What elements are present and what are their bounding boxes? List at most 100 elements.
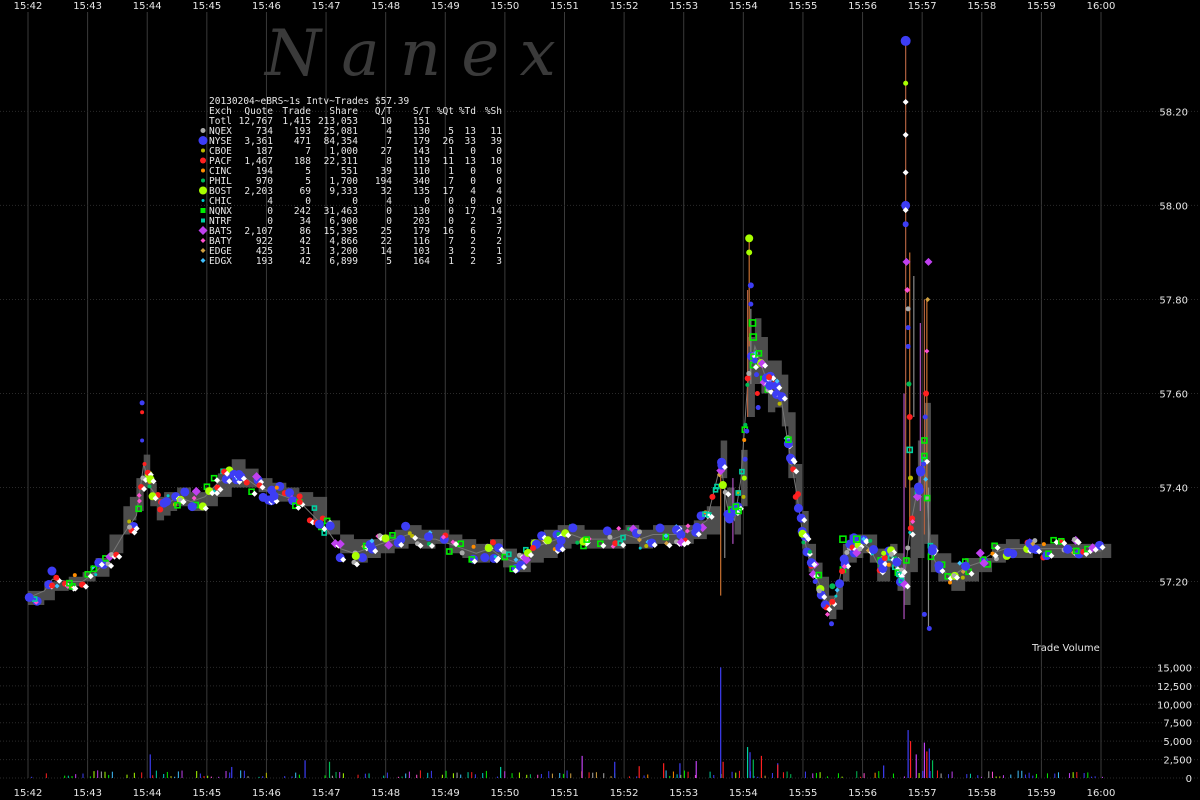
table-exchange-name: PACF [209, 156, 232, 167]
trade-marker [274, 485, 279, 490]
trade-marker [839, 535, 847, 543]
volume-tick-label: 5,000 [1163, 737, 1192, 748]
x-tick-label-top: 15:45 [192, 1, 221, 12]
trade-marker [903, 557, 910, 564]
trade-marker [742, 456, 748, 462]
trade-marker [746, 371, 752, 377]
table-cell: 34 [300, 216, 312, 227]
trade-marker [136, 498, 142, 504]
white-diamond-marker [251, 490, 258, 497]
white-diamond-marker [651, 541, 658, 548]
trade-marker [924, 348, 930, 354]
table-cell: 1,467 [244, 156, 273, 167]
trade-marker [957, 560, 963, 566]
table-header: Share [329, 106, 358, 117]
trade-marker [140, 410, 145, 415]
table-header: %Sh [485, 106, 502, 117]
table-cell: 42 [300, 236, 311, 247]
white-diamond-marker [811, 561, 818, 568]
table-exchange-name: BATS [209, 226, 232, 237]
nanex-watermark: N a n e x [263, 17, 556, 91]
white-diamond-marker [954, 574, 961, 581]
trade-marker [335, 539, 345, 549]
table-cell: 0 [470, 146, 476, 157]
trade-marker [844, 550, 850, 556]
volume-bars [31, 667, 1103, 778]
table-cell: 7 [496, 226, 502, 237]
trade-marker [881, 550, 887, 556]
white-diamond-marker [259, 484, 266, 491]
table-cell: 187 [256, 146, 273, 157]
table-cell: 0 [470, 166, 476, 177]
trade-marker [692, 522, 702, 532]
table-cell: 4,866 [329, 236, 358, 247]
x-tick-label-top: 15:54 [729, 1, 758, 12]
white-diamond-marker [353, 561, 360, 568]
trade-marker [1041, 542, 1046, 547]
trade-marker [906, 446, 914, 454]
table-cell: 1 [448, 146, 454, 157]
trade-marker [446, 548, 453, 555]
trade-marker [900, 35, 911, 46]
table-cell: 3 [496, 216, 502, 227]
table-cell: 2 [470, 236, 476, 247]
trade-marker [906, 413, 913, 420]
table-cell: 110 [413, 166, 430, 177]
trade-marker [556, 535, 566, 545]
table-cell: 7 [305, 146, 311, 157]
white-diamond-marker [725, 491, 732, 498]
white-diamond-marker [793, 468, 800, 475]
table-cell: 4 [267, 196, 273, 207]
volume-tick-label: 10,000 [1157, 700, 1192, 711]
white-diamond-marker [214, 490, 221, 497]
trade-marker [908, 475, 914, 481]
table-cell: 6,900 [329, 216, 358, 227]
trade-marker [1003, 547, 1013, 557]
nbbo-band-area [28, 318, 1112, 620]
table-cell: 7 [386, 136, 392, 147]
trade-marker [898, 577, 905, 584]
trade-marker [644, 543, 649, 548]
x-tick-label-bottom: 15:44 [133, 788, 162, 799]
table-cell: 5 [305, 176, 311, 187]
table-cell: 116 [413, 236, 430, 247]
table-cell: 17 [443, 186, 454, 197]
trade-marker [921, 461, 927, 467]
trade-marker [907, 525, 914, 532]
trade-marker [785, 436, 792, 443]
trade-marker [655, 523, 665, 533]
table-cell: 188 [294, 156, 311, 167]
trade-marker [909, 515, 916, 522]
white-diamond-marker [214, 477, 221, 484]
trade-marker [744, 428, 750, 434]
table-cell: 2 [470, 246, 476, 257]
trade-marker [381, 534, 390, 543]
trade-marker [258, 492, 268, 502]
trade-marker [886, 562, 891, 567]
white-diamond-marker [776, 384, 783, 391]
trade-marker [766, 374, 773, 381]
trade-marker [174, 501, 181, 509]
table-cell: 33 [465, 136, 476, 147]
table-cell: 1,000 [329, 146, 358, 157]
table-cell: 0 [352, 196, 358, 207]
x-tick-label-top: 15:49 [431, 1, 460, 12]
table-cell: 1,700 [329, 176, 358, 187]
trade-marker [901, 200, 911, 210]
white-diamond-marker [87, 573, 94, 580]
trade-marker [53, 574, 60, 581]
trade-marker [142, 461, 147, 466]
white-diamond-marker [428, 542, 435, 549]
x-tick-label-top: 15:51 [550, 1, 579, 12]
legend-marker [200, 157, 206, 164]
white-diamond-marker [801, 517, 808, 524]
trade-marker [285, 488, 295, 498]
trade-marker [243, 479, 250, 486]
table-cell: 0 [496, 166, 502, 177]
table-cell: 734 [256, 126, 273, 137]
trade-marker [147, 484, 152, 489]
white-diamond-marker [559, 546, 566, 553]
white-diamond-marker [180, 498, 187, 505]
white-diamond-marker [802, 532, 809, 539]
trade-marker [135, 505, 142, 513]
